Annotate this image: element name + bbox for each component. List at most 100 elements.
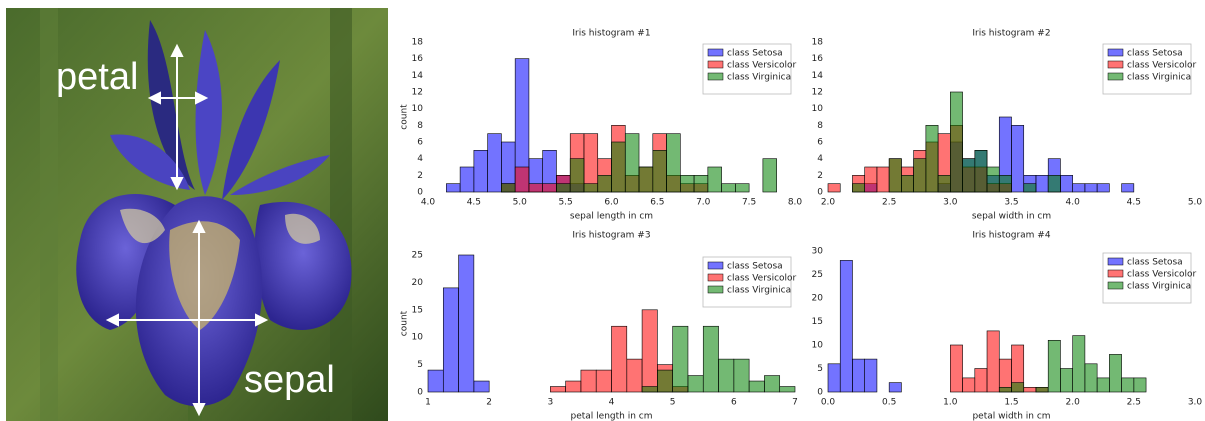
histogram-bar: [702, 325, 719, 393]
legend: class Setosa class Versicolor class Virgin…: [702, 43, 797, 95]
histogram-bar: [595, 369, 612, 393]
histogram-bar: [827, 363, 841, 393]
chart-title: Iris histogram #3: [572, 231, 650, 241]
histogram-bar: [666, 133, 681, 193]
legend-swatch: [1107, 281, 1124, 290]
x-axis-label: petal width in cm: [972, 412, 1050, 421]
x-tick-label: 5.0: [1188, 198, 1203, 208]
histogram-bar: [687, 375, 704, 393]
y-tick-label: 10: [812, 104, 824, 114]
petal-shape: [195, 30, 222, 195]
x-tick-label: 0.0: [821, 398, 836, 408]
histogram-bar: [1072, 335, 1086, 393]
y-tick-label: 0: [817, 188, 823, 198]
x-tick-label: 1.5: [1004, 398, 1018, 408]
y-tick-label: 18: [412, 38, 424, 48]
histogram-bar: [641, 386, 658, 393]
x-tick-label: 2.5: [1127, 398, 1141, 408]
histogram-bar: [888, 382, 902, 393]
y-tick-label: 15: [812, 317, 823, 327]
histogram-bar: [1096, 377, 1110, 393]
histogram-bar: [1035, 175, 1049, 193]
sepal-shape: [254, 201, 352, 330]
histogram-bar: [514, 166, 530, 193]
histogram-bar: [528, 183, 543, 193]
x-tick-label: 2.0: [1066, 398, 1081, 408]
histogram-bar: [542, 183, 557, 193]
y-tick-label: 4: [417, 154, 423, 164]
histogram-bar: [937, 175, 951, 193]
histogram-bar: [611, 325, 628, 393]
histogram-bar: [986, 166, 1000, 193]
photo-label: sepal: [244, 359, 335, 401]
x-axis-label: petal length in cm: [571, 412, 653, 421]
y-tick-label: 10: [412, 104, 424, 114]
sepal-pattern: [169, 221, 240, 330]
legend-label: class Setosa: [1127, 49, 1183, 59]
histogram-bar: [473, 380, 490, 393]
histogram-bar: [611, 141, 626, 193]
x-tick-label: 5.5: [558, 198, 572, 208]
histogram-bar: [1084, 363, 1098, 393]
x-tick-label: 3.0: [943, 198, 958, 208]
y-tick-label: 5: [417, 360, 423, 370]
histogram-bar: [583, 133, 599, 193]
histogram-chart: Iris histogram #3 petal length in cm count…: [400, 231, 798, 421]
measure-arrows: [105, 43, 269, 417]
histogram-bar: [1023, 386, 1037, 393]
histogram-chart: Iris histogram #4 petal width in cm 0 5 10 15…: [812, 231, 1203, 421]
histogram-bar: [569, 158, 585, 193]
y-tick-label: 4: [817, 154, 823, 164]
x-tick-label: 1: [425, 398, 431, 408]
histogram-bar: [597, 175, 612, 193]
histogram-bar: [1011, 382, 1025, 393]
x-tick-label: 2: [486, 398, 492, 408]
y-tick-label: 8: [417, 121, 423, 131]
x-tick-label: 4.0: [421, 198, 436, 208]
x-tick-label: 3.5: [1004, 198, 1018, 208]
histogram-bar: [998, 386, 1012, 393]
petal-shape: [147, 20, 195, 190]
histogram-bar: [913, 158, 927, 193]
histogram-bar: [672, 325, 689, 393]
histogram-bar: [1084, 183, 1098, 193]
petal-shape: [230, 155, 330, 195]
y-axis-label: count: [400, 310, 410, 336]
legend-swatch: [1107, 48, 1124, 57]
histogram-bar: [721, 183, 736, 193]
y-tick-label: 10: [812, 341, 824, 351]
histogram-bar: [427, 369, 444, 393]
legend-label: class Versicolor: [1127, 270, 1197, 280]
histogram-bar: [556, 183, 571, 193]
x-tick-label: 6: [731, 398, 737, 408]
histogram-bar: [1023, 183, 1037, 193]
legend-swatch: [707, 48, 724, 57]
y-tick-label: 6: [417, 138, 423, 148]
histogram-bar: [707, 166, 722, 193]
y-axis-label: count: [400, 104, 410, 130]
x-tick-label: 0.5: [882, 398, 896, 408]
histogram-bar: [1035, 386, 1049, 393]
stem: [40, 8, 58, 421]
y-tick-label: 20: [412, 278, 424, 288]
histogram-bar: [1072, 183, 1086, 193]
histogram-bar: [693, 175, 709, 193]
histogram-bar: [986, 330, 1000, 393]
histogram-bar: [583, 183, 599, 193]
y-tick-label: 25: [412, 251, 423, 261]
stem: [330, 8, 352, 421]
histogram-bar: [974, 368, 988, 393]
x-tick-label: 6.5: [650, 198, 664, 208]
x-tick-label: 5: [670, 398, 676, 408]
x-tick-label: 4.0: [1066, 198, 1081, 208]
x-tick-label: 4: [609, 398, 615, 408]
legend-swatch: [707, 285, 724, 294]
legend-label: class Virginica: [727, 73, 791, 83]
histogram-bar: [580, 369, 597, 393]
legend: class Setosa class Versicolor class Virgin…: [1102, 252, 1197, 304]
histogram-bar: [839, 260, 853, 393]
histogram-chart: Iris histogram #2 sepal width in cm 0 2 4 6 8 1…: [812, 29, 1203, 222]
y-tick-label: 18: [812, 38, 824, 48]
